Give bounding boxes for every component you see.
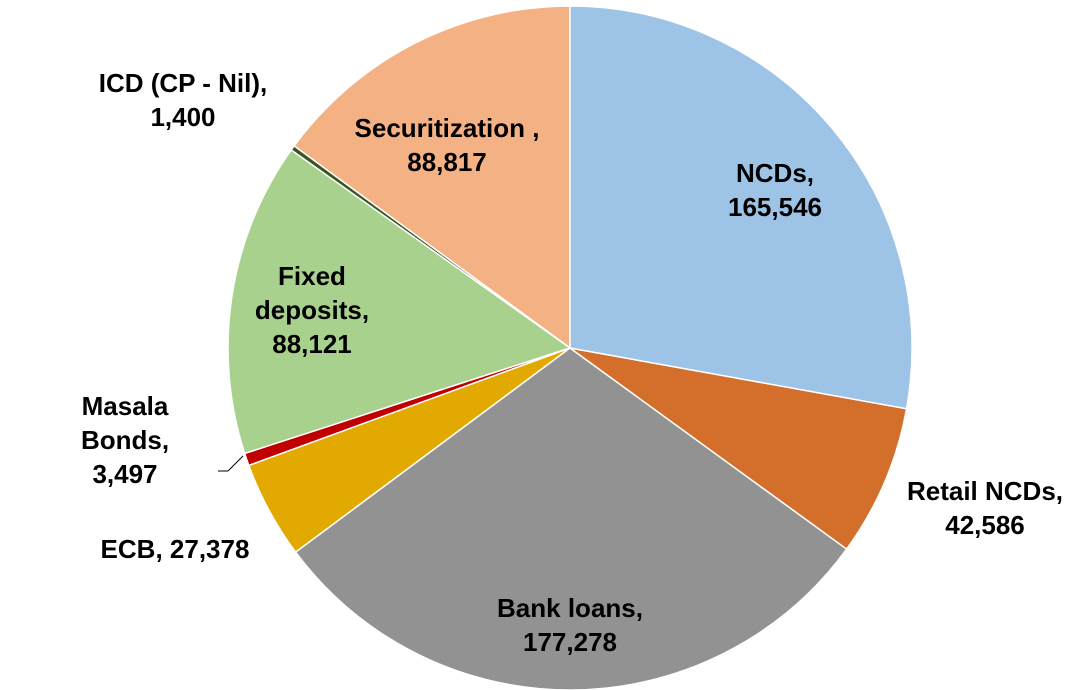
category-label: ECB, <box>100 534 163 564</box>
category-label: Bank loans, <box>497 593 643 623</box>
category-label: Fixed deposits, <box>254 261 370 325</box>
value-label: 27,378 <box>169 534 250 564</box>
value-label: 3,497 <box>92 459 158 489</box>
value-label: 88,817 <box>407 147 487 177</box>
category-label: Retail NCDs, <box>906 476 1064 506</box>
pie-slice <box>569 347 908 551</box>
value-label: 88,121 <box>272 329 352 359</box>
category-label: Securitization , <box>354 113 540 143</box>
data-label: NCDs, 165,546 <box>690 156 860 224</box>
value-label: 1,400 <box>150 102 216 132</box>
data-label: Fixed deposits, 88,121 <box>242 259 382 361</box>
pie-slice <box>227 148 572 455</box>
data-label: ECB, 27,378 <box>25 532 325 566</box>
pie-slice <box>293 5 571 350</box>
pie-slice <box>569 5 913 410</box>
data-label: Securitization , 88,817 <box>322 111 572 179</box>
value-label: 42,586 <box>945 510 1025 540</box>
data-label: Masala Bonds, 3,497 <box>50 389 200 491</box>
category-label: NCDs, <box>735 158 814 188</box>
data-label: Bank loans, 177,278 <box>460 591 680 659</box>
value-label: 177,278 <box>523 627 617 657</box>
category-label: ICD (CP - Nil), <box>98 68 268 98</box>
category-label: Masala Bonds, <box>80 391 170 455</box>
value-label: 165,546 <box>728 192 822 222</box>
leader-line <box>227 455 244 472</box>
data-label: ICD (CP - Nil), 1,400 <box>63 66 303 134</box>
data-label: Retail NCDs, 42,586 <box>885 474 1084 542</box>
